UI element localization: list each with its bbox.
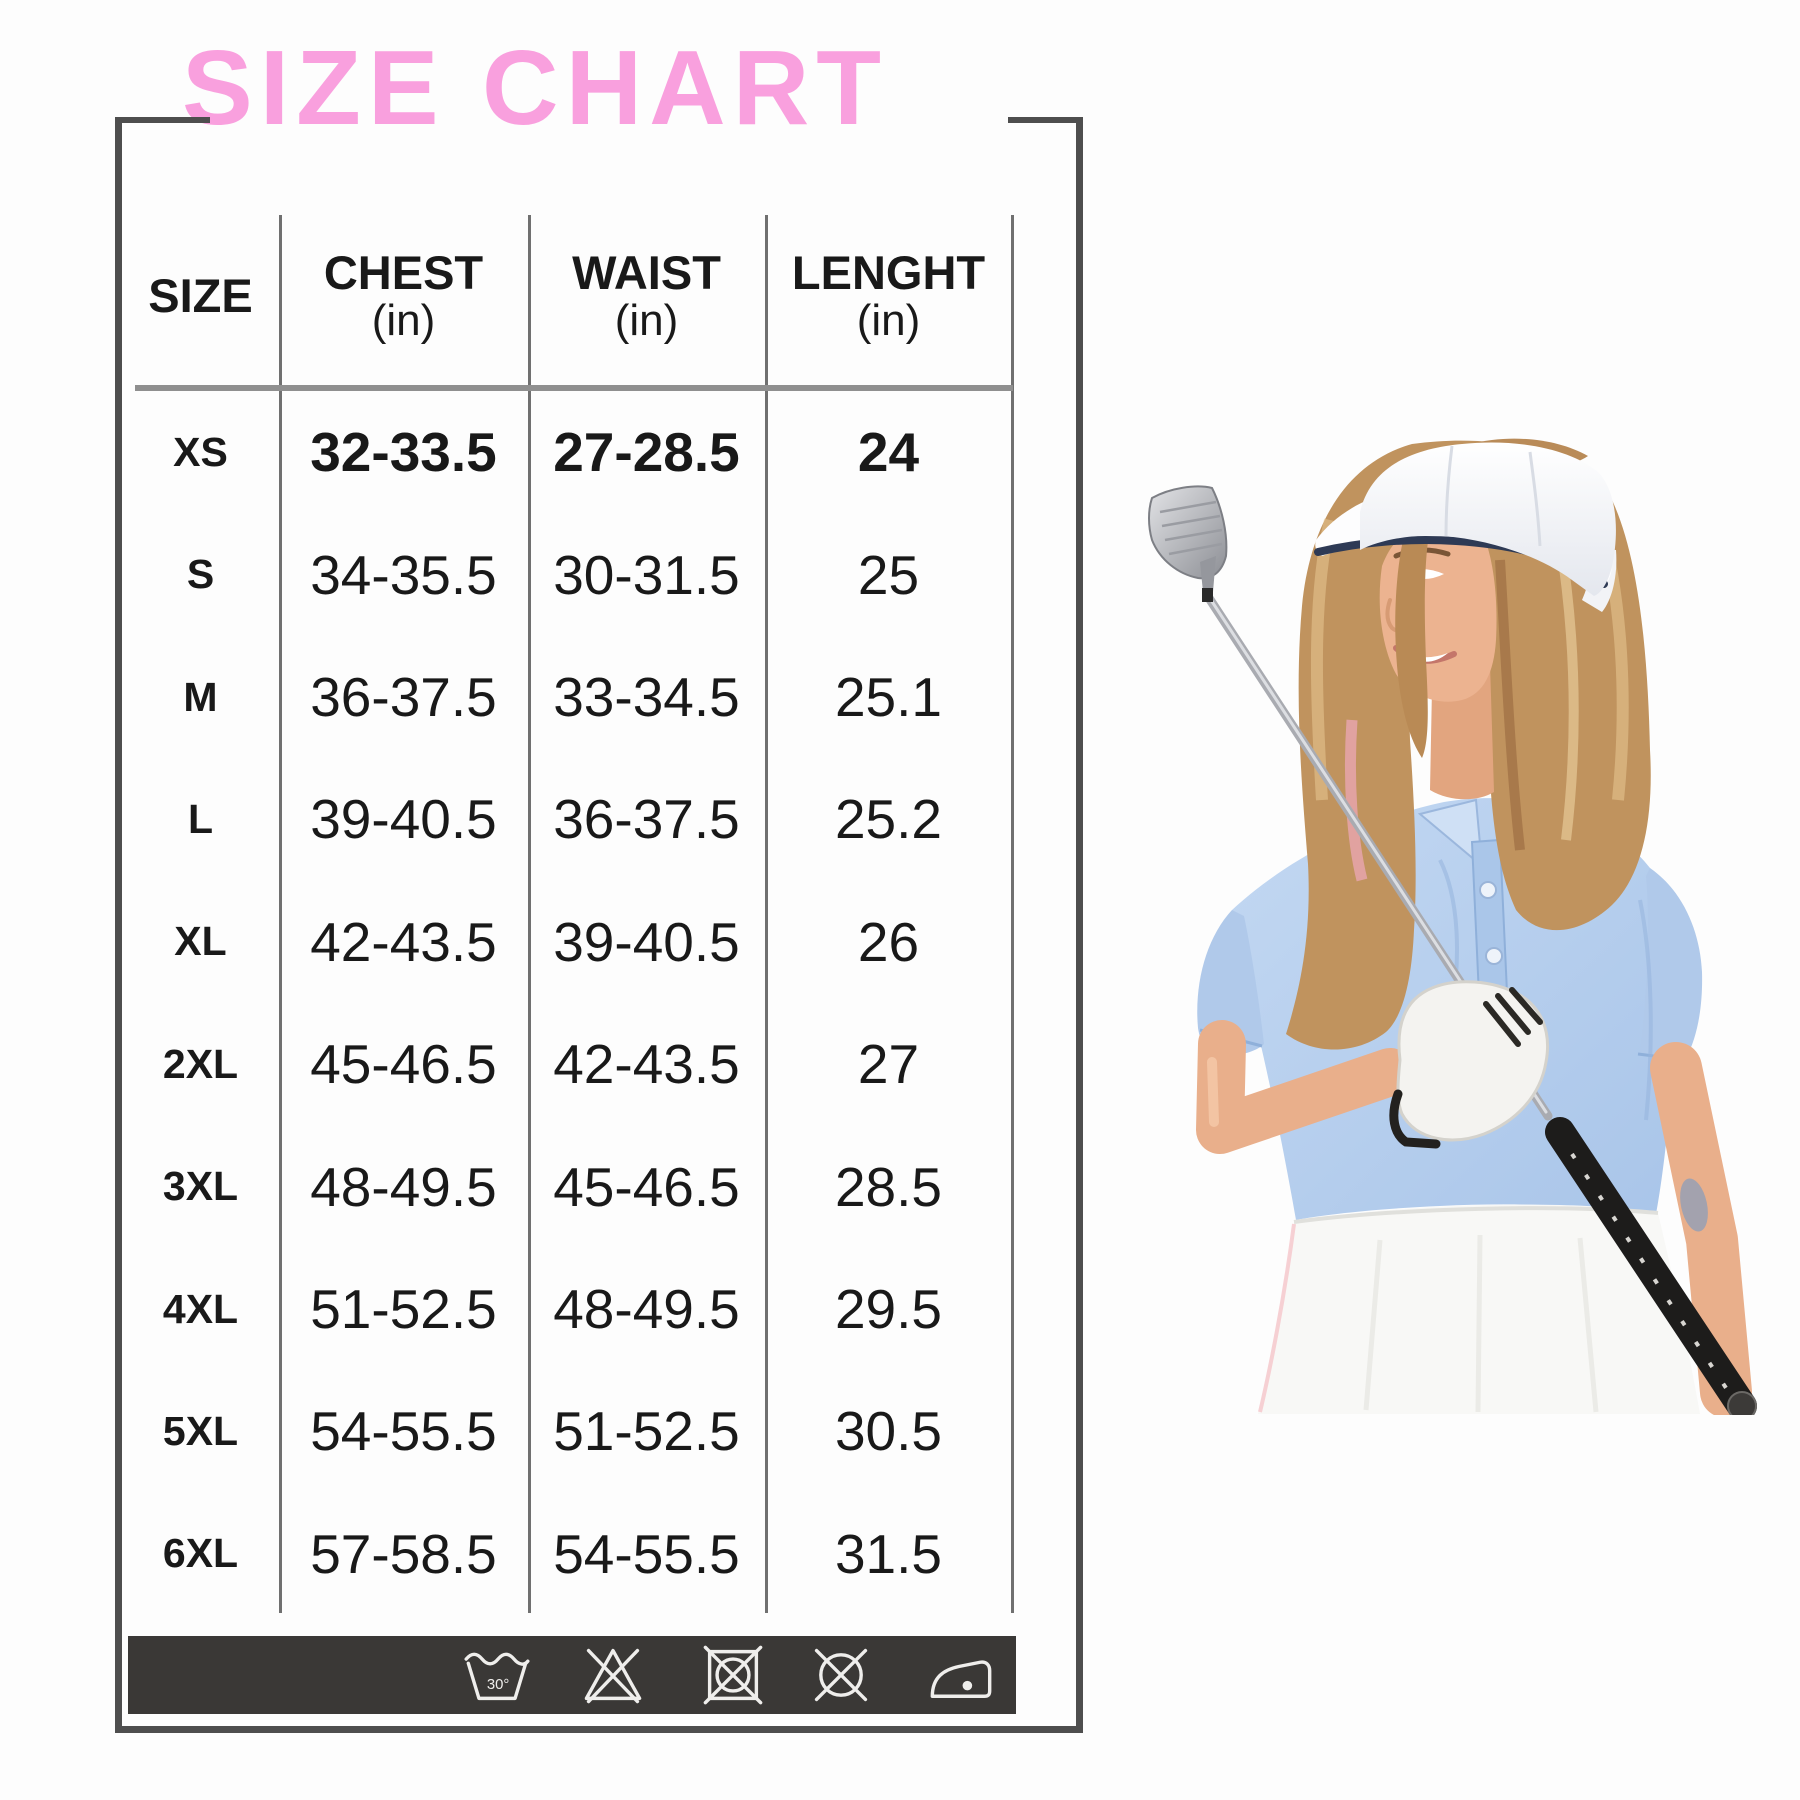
size-label: 6XL: [162, 1530, 239, 1577]
chest-value: 54-55.5: [310, 1400, 497, 1463]
header-unit: (in): [371, 295, 436, 345]
length-value: 25.2: [834, 788, 943, 851]
golf-club-head: [1148, 485, 1228, 602]
chest-value: 48-49.5: [310, 1155, 497, 1218]
golfer-arms: [1196, 1020, 1752, 1415]
chest-value: 39-40.5: [310, 788, 497, 851]
waist-value: 51-52.5: [553, 1400, 740, 1463]
chest-value: 32-33.5: [310, 421, 497, 484]
frame-border-bottom: [115, 1726, 1083, 1733]
frame-border-top-left: [115, 117, 210, 123]
waist-value: 36-37.5: [553, 788, 740, 851]
table-divider: [765, 215, 768, 1613]
header-label: SIZE: [148, 269, 253, 323]
table-divider: [279, 215, 282, 1613]
iron-icon: [921, 1641, 1001, 1709]
chest-value: 36-37.5: [310, 666, 497, 729]
page-title: SIZE CHART: [182, 29, 888, 147]
glove-cuff: [1389, 1089, 1441, 1149]
chest-value: 45-46.5: [310, 1033, 497, 1096]
frame-border-left: [115, 117, 122, 1733]
chest-value: 34-35.5: [310, 543, 497, 606]
header-waist: WAIST (in): [528, 212, 765, 380]
table-row: 2XL 45-46.5 42-43.5 27: [122, 1003, 1012, 1125]
size-label: XS: [173, 428, 228, 475]
waist-value: 30-31.5: [553, 543, 740, 606]
size-table: SIZE CHEST (in) WAIST (in) LENGHT (in) XS 3…: [122, 212, 1013, 1585]
table-row: L 39-40.5 36-37.5 25.2: [122, 758, 1012, 880]
length-value: 24: [857, 421, 920, 484]
size-label: S: [186, 551, 215, 598]
length-value: 25.1: [834, 666, 943, 729]
length-value: 27: [857, 1033, 920, 1096]
header-chest: CHEST (in): [279, 212, 528, 380]
wash-30-icon: 30°: [457, 1641, 537, 1709]
table-row: XL 42-43.5 39-40.5 26: [122, 881, 1012, 1003]
do-not-tumble-dry-icon: [693, 1641, 773, 1709]
header-unit: (in): [856, 295, 921, 345]
size-label: M: [183, 673, 218, 720]
size-label: 5XL: [162, 1407, 239, 1454]
table-divider: [528, 215, 531, 1613]
size-label: L: [187, 795, 214, 842]
golfer-visor: [1314, 442, 1617, 612]
size-label: XL: [174, 918, 227, 965]
length-value: 26: [857, 910, 920, 973]
size-label: 4XL: [162, 1285, 239, 1332]
do-not-bleach-icon: [573, 1641, 653, 1709]
length-value: 30.5: [834, 1400, 943, 1463]
waist-value: 45-46.5: [553, 1155, 740, 1218]
waist-value: 33-34.5: [553, 666, 740, 729]
length-value: 29.5: [834, 1278, 943, 1341]
polo-button: [1485, 947, 1503, 965]
golf-club-grip: [1545, 1117, 1757, 1415]
chest-value: 57-58.5: [310, 1522, 497, 1585]
waist-value: 42-43.5: [553, 1033, 740, 1096]
polo-button: [1479, 881, 1497, 899]
size-label: 3XL: [162, 1163, 239, 1210]
header-label: LENGHT: [791, 246, 986, 300]
table-header-row: SIZE CHEST (in) WAIST (in) LENGHT (in): [122, 212, 1012, 380]
hair-front-strand: [1395, 520, 1430, 758]
frame-border-right: [1076, 117, 1083, 1733]
length-value: 31.5: [834, 1522, 943, 1585]
header-underline: [135, 385, 1013, 391]
do-not-dry-clean-icon: [801, 1641, 881, 1709]
waist-value: 27-28.5: [553, 421, 740, 484]
table-row: 6XL 57-58.5 54-55.5 31.5: [122, 1493, 1012, 1615]
tattoo: [1680, 1178, 1708, 1232]
table-row: 4XL 51-52.5 48-49.5 29.5: [122, 1248, 1012, 1370]
header-label: WAIST: [572, 246, 721, 300]
waist-value: 39-40.5: [553, 910, 740, 973]
header-size: SIZE: [122, 212, 279, 380]
header-label: CHEST: [323, 246, 484, 300]
golfer-glove: [1389, 980, 1550, 1149]
golfer-woman-photo: [1148, 438, 1757, 1415]
svg-text:30°: 30°: [487, 1677, 510, 1693]
chest-value: 42-43.5: [310, 910, 497, 973]
table-body: XS 32-33.5 27-28.5 24 S 34-35.5 30-31.5 …: [122, 391, 1012, 1615]
table-row: M 36-37.5 33-34.5 25.1: [122, 636, 1012, 758]
size-label: 2XL: [162, 1040, 239, 1087]
table-row: 3XL 48-49.5 45-46.5 28.5: [122, 1125, 1012, 1247]
length-value: 28.5: [834, 1155, 943, 1218]
table-row: XS 32-33.5 27-28.5 24: [122, 391, 1012, 513]
header-length: LENGHT (in): [765, 212, 1012, 380]
waist-value: 48-49.5: [553, 1278, 740, 1341]
care-instructions-bar: 30°: [128, 1636, 1016, 1714]
table-divider: [1011, 215, 1014, 1613]
frame-border-top-right: [1008, 117, 1083, 123]
header-unit: (in): [614, 295, 679, 345]
chest-value: 51-52.5: [310, 1278, 497, 1341]
waist-value: 54-55.5: [553, 1522, 740, 1585]
table-row: 5XL 54-55.5 51-52.5 30.5: [122, 1370, 1012, 1492]
length-value: 25: [857, 543, 920, 606]
table-row: S 34-35.5 30-31.5 25: [122, 513, 1012, 635]
